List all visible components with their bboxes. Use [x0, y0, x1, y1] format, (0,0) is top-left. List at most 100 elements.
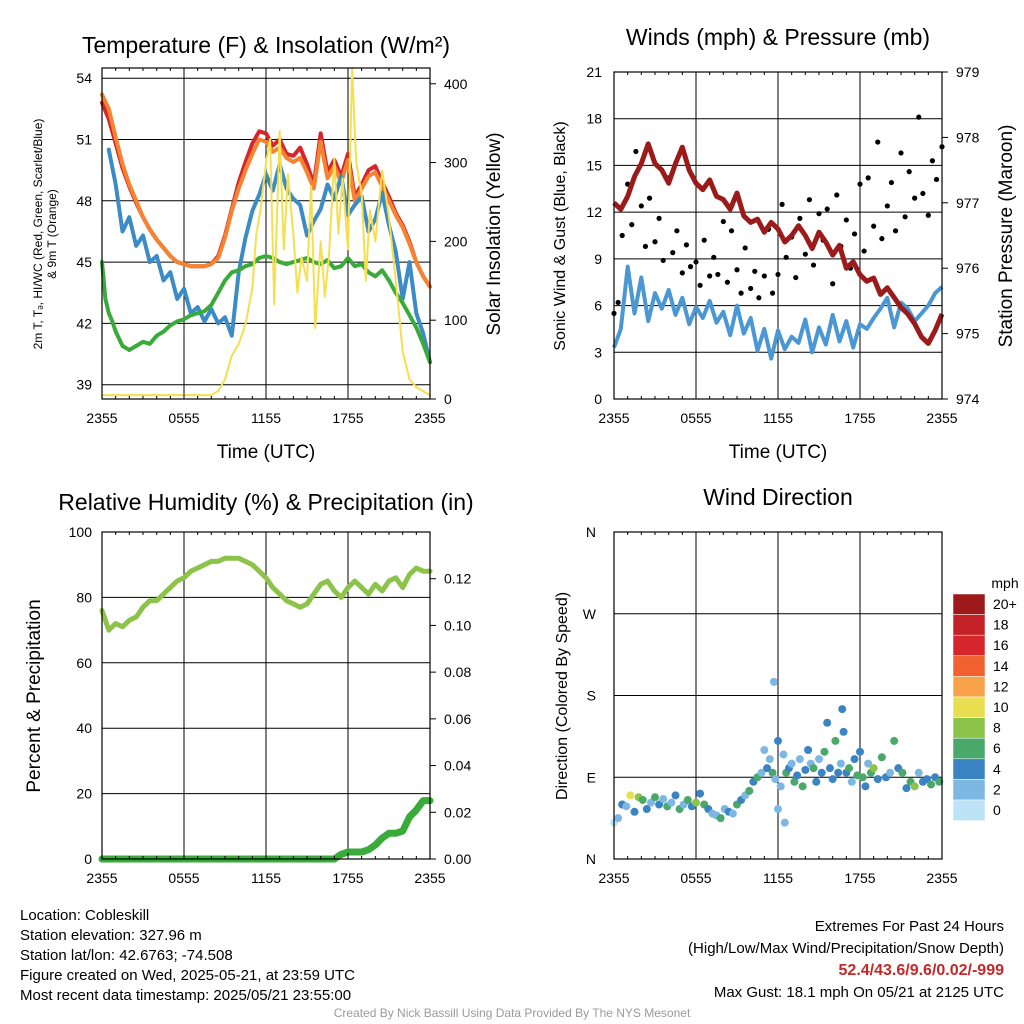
- y-right-tick-label: 976: [956, 260, 980, 276]
- gust-point: [633, 148, 639, 155]
- legend-swatch: [952, 737, 986, 760]
- direction-point: [812, 777, 821, 786]
- legend-swatch: [952, 758, 986, 780]
- y-tick-label: 15: [586, 157, 602, 173]
- legend-swatch: [952, 676, 986, 698]
- gust-point: [701, 237, 707, 243]
- direction-point: [696, 789, 705, 798]
- y-right-tick-label: 100: [444, 312, 468, 328]
- gust-point: [756, 295, 762, 301]
- direction-point: [825, 764, 834, 773]
- gust-point: [871, 223, 877, 229]
- extremes-values: 52.4/43.6/9.6/0.02/-999: [838, 962, 1004, 979]
- direction-point: [839, 727, 848, 736]
- gust-point: [629, 222, 635, 228]
- y-tick-label: 80: [76, 589, 92, 605]
- y-tick-label: N: [586, 524, 596, 540]
- direction-point: [823, 718, 832, 727]
- gust-point: [810, 262, 817, 268]
- x-tick-label: 1755: [332, 410, 363, 426]
- direction-point: [779, 750, 788, 759]
- y-axis-label: Direction (Colored By Speed): [554, 592, 571, 800]
- gust-point: [920, 190, 926, 197]
- direction-point: [858, 773, 867, 782]
- direction-point: [922, 775, 931, 784]
- gust-point: [857, 181, 863, 187]
- y-right-tick-label: 400: [444, 76, 468, 92]
- y-tick-label: 21: [586, 64, 602, 80]
- legend-label: 4: [993, 761, 1001, 777]
- gust-point: [925, 212, 931, 218]
- direction-point: [638, 795, 647, 804]
- direction-point: [667, 798, 676, 807]
- y-right-tick-label: 0.04: [444, 758, 471, 774]
- legend-label: 16: [993, 637, 1009, 653]
- legend-swatch: [952, 593, 986, 615]
- gust-point: [779, 201, 785, 207]
- gust-point: [933, 176, 940, 183]
- legend-swatch: [952, 634, 986, 657]
- gust-point: [687, 264, 694, 270]
- direction-point: [692, 798, 700, 807]
- legend-swatch: [952, 655, 986, 677]
- series-orange: [100, 92, 432, 289]
- direction-point: [765, 755, 774, 764]
- direction-point: [646, 798, 655, 807]
- y-right-axis-label: Solar Insolation (Yellow): [484, 132, 505, 335]
- x-axis-label: Time (UTC): [729, 442, 828, 463]
- y-right-tick-label: 0.08: [444, 664, 471, 680]
- panel-wind: 0 3 6 9 12 15 18 21 974 975 976 977 978 979 2355 0555 11…: [552, 24, 1017, 463]
- x-tick-label: 0555: [680, 410, 711, 426]
- gust-point: [824, 206, 830, 212]
- legend-label: 6: [993, 740, 1001, 756]
- gust-point: [912, 195, 918, 201]
- legend-label: 2: [993, 781, 1001, 797]
- direction-point: [886, 768, 895, 777]
- direction-point: [630, 807, 639, 816]
- direction-point: [787, 759, 796, 768]
- y-right-tick-label: 979: [956, 64, 980, 80]
- y-tick-label: 54: [76, 70, 92, 86]
- extremes-legend: (High/Low/Max Wind/Precipitation/Snow De…: [688, 940, 1004, 957]
- recent-timestamp: Most recent data timestamp: 2025/05/21 2…: [20, 987, 352, 1004]
- direction-point: [817, 768, 826, 777]
- y-axis-label: 2m T, Tₔ, HI/WC (Red, Green, Scarlet/Blu…: [31, 119, 45, 350]
- y-axis-label: & 9m T (Orange): [45, 189, 59, 279]
- gust-point: [875, 139, 881, 145]
- legend-swatch: [952, 779, 986, 801]
- y-right-tick-label: 977: [956, 195, 980, 211]
- y-tick-label: 42: [76, 315, 92, 331]
- gust-point: [797, 215, 803, 221]
- direction-point: [820, 747, 829, 756]
- x-tick-label: 2355: [414, 410, 445, 426]
- gust-point: [851, 231, 858, 237]
- y-tick-label: W: [583, 606, 597, 622]
- y-tick-label: 18: [586, 111, 602, 127]
- direction-point: [838, 705, 847, 714]
- legend-swatch: [952, 614, 986, 636]
- x-tick-label: 0555: [680, 870, 711, 886]
- legend-label: 14: [993, 658, 1009, 674]
- gust-point: [865, 175, 871, 181]
- chart-title: Relative Humidity (%) & Precipitation (i…: [58, 489, 473, 515]
- gust-point: [734, 267, 740, 273]
- gust-point: [707, 273, 713, 279]
- direction-point: [728, 809, 737, 818]
- direction-point: [683, 795, 692, 804]
- legend-label: 8: [993, 720, 1001, 736]
- direction-point: [793, 771, 802, 780]
- y-tick-label: 51: [76, 132, 92, 148]
- x-tick-label: 1155: [763, 410, 793, 426]
- gust-point: [642, 243, 649, 249]
- gust-point: [834, 192, 840, 198]
- x-tick-label: 2355: [414, 870, 445, 886]
- series-pressure: [612, 141, 945, 346]
- direction-point: [864, 759, 873, 768]
- legend-label: 0: [993, 802, 1001, 818]
- gust-point: [752, 268, 758, 274]
- station-elevation: Station elevation: 327.96 m: [20, 927, 202, 944]
- y-right-tick-label: 0: [444, 391, 452, 407]
- x-tick-label: 0555: [168, 870, 199, 886]
- direction-point: [614, 814, 623, 823]
- gust-point: [715, 271, 721, 278]
